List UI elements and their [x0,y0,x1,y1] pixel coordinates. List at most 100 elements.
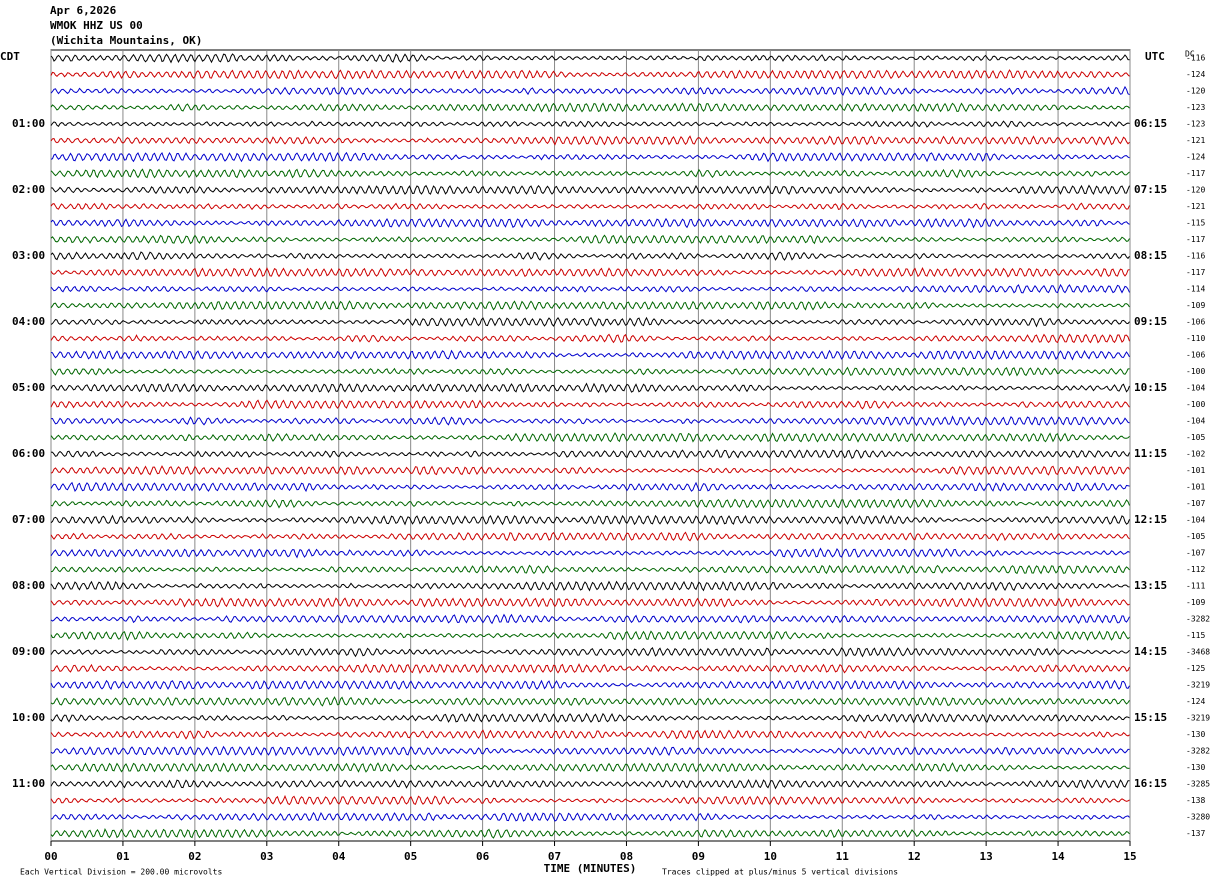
trace [50,481,1130,493]
left-time: 06:00 [12,447,45,460]
dc-value: -121 [1186,202,1205,211]
dc-value: -32808 [1186,813,1210,822]
trace [50,597,1130,608]
dc-value: -123 [1186,120,1205,129]
dc-value: -112 [1186,565,1205,574]
trace [50,283,1130,294]
dc-value: -121 [1186,136,1205,145]
x-tick-label: 12 [908,850,921,863]
location: (Wichita Mountains, OK) [50,34,202,47]
dc-value: -120 [1186,87,1205,96]
left-time: 09:00 [12,645,45,658]
dc-value: -32190 [1186,714,1210,723]
dc-value: -106 [1186,318,1205,327]
trace [50,663,1130,674]
right-time: 07:15 [1134,183,1167,196]
trace [50,85,1130,96]
trace [50,151,1130,163]
dc-value: -116 [1186,252,1205,261]
trace [50,531,1130,542]
trace [50,366,1130,377]
x-tick-label: 07 [548,850,561,863]
dc-value: -117 [1186,235,1205,244]
dc-value: -104 [1186,384,1205,393]
trace [50,168,1130,179]
dc-value: -100 [1186,367,1205,376]
dc-value: -104 [1186,417,1205,426]
trace [50,333,1130,344]
right-time: 06:15 [1134,117,1167,130]
x-tick-label: 02 [188,850,201,863]
right-time: 11:15 [1134,447,1167,460]
x-tick-label: 00 [44,850,57,863]
trace [50,415,1130,427]
dc-value: -32195 [1186,681,1210,690]
dc-value: -32853 [1186,780,1210,789]
dc-value: -120 [1186,186,1205,195]
right-time: 13:15 [1134,579,1167,592]
dc-value: -105 [1186,532,1205,541]
x-tick-label: 13 [980,850,993,863]
trace [50,630,1130,642]
dc-value: -124 [1186,70,1205,79]
dc-value: -124 [1186,697,1205,706]
date: Apr 6,2026 [50,4,117,17]
trace [50,382,1130,394]
dc-value: -109 [1186,598,1205,607]
trace [50,679,1130,691]
right-time: 14:15 [1134,645,1167,658]
trace [50,184,1130,196]
trace [50,120,1130,128]
left-time: 01:00 [12,117,45,130]
dc-value: -125 [1186,664,1205,673]
dc-value: -115 [1186,219,1205,228]
right-time: 12:15 [1134,513,1167,526]
trace [50,745,1130,757]
trace [50,399,1130,410]
trace [50,217,1130,229]
left-time: 04:00 [12,315,45,328]
dc-value: -100 [1186,400,1205,409]
trace [50,828,1130,839]
left-time: 05:00 [12,381,45,394]
x-tick-label: 11 [836,850,850,863]
trace [50,514,1130,526]
footer-right: Traces clipped at plus/minus 5 vertical … [662,868,898,877]
left-time: 10:00 [12,711,45,724]
x-tick-label: 15 [1123,850,1136,863]
x-tick-label: 01 [116,850,130,863]
right-time: 10:15 [1134,381,1167,394]
x-tick-label: 09 [692,850,705,863]
dc-value: -138 [1186,796,1205,805]
dc-value: -102 [1186,450,1205,459]
dc-value: -32828 [1186,615,1210,624]
trace [50,564,1130,575]
right-time: 09:15 [1134,315,1167,328]
right-time: 15:15 [1134,711,1167,724]
trace [50,449,1130,459]
plot-frame [50,49,1131,842]
trace [50,135,1130,146]
dc-value: -130 [1186,763,1205,772]
trace [50,316,1130,328]
trace [50,811,1130,822]
trace [50,712,1130,724]
trace [50,762,1130,773]
dc-value: -114 [1186,285,1205,294]
dc-value: -101 [1186,466,1205,475]
trace [50,547,1130,559]
dc-label: DC [1185,50,1195,59]
x-tick-label: 03 [260,850,273,863]
trace [50,202,1130,211]
x-tick-label: 14 [1051,850,1065,863]
trace [50,580,1130,592]
dc-value: -106 [1186,351,1205,360]
trace [50,465,1130,476]
trace [50,300,1130,311]
x-tick-label: 04 [332,850,346,863]
dc-value: -110 [1186,334,1205,343]
x-tick-label: 05 [404,850,417,863]
trace [50,778,1130,790]
left-time: 11:00 [12,777,45,790]
left-label: CDT [0,50,20,63]
